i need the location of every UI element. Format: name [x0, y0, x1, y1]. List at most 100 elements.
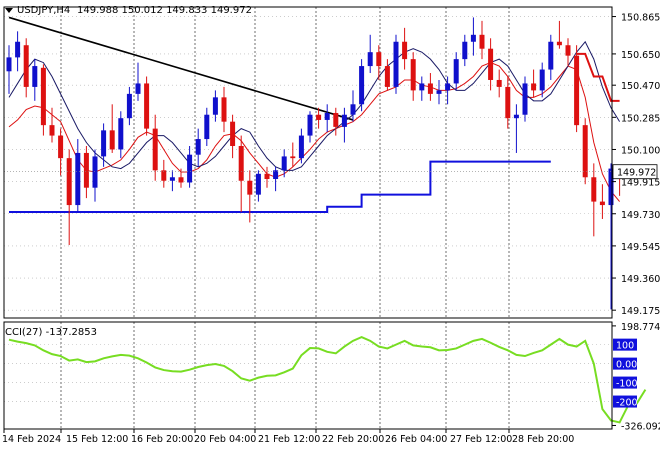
- candle: [384, 59, 390, 91]
- candle: [341, 107, 347, 143]
- candle: [75, 139, 81, 213]
- candle-body: [92, 156, 98, 188]
- candle-body: [522, 83, 528, 115]
- candle: [488, 38, 494, 91]
- cci-level-label: -100: [616, 379, 638, 390]
- candle-body: [591, 177, 597, 202]
- candle-body: [496, 79, 502, 87]
- candle: [591, 163, 597, 237]
- candle-body: [135, 83, 141, 94]
- candle-body: [247, 180, 253, 195]
- candle-body: [488, 48, 494, 80]
- candle: [402, 27, 408, 70]
- time-axis-label: 20 Feb 04:00: [194, 434, 256, 445]
- candle: [410, 52, 416, 101]
- candle: [333, 107, 339, 136]
- cci-level-label: 100: [616, 341, 634, 352]
- cci-level-tag: [613, 376, 637, 389]
- time-axis-label: 26 Feb 04:00: [385, 434, 447, 445]
- cci-level-tag: [613, 357, 637, 370]
- cci-level-tag: [613, 338, 637, 351]
- candle: [221, 86, 227, 133]
- candle: [582, 118, 588, 185]
- candle: [479, 20, 485, 60]
- candle: [247, 170, 253, 223]
- candle-body: [539, 69, 545, 91]
- price-axis-label: 149.360: [621, 274, 660, 285]
- candle: [359, 59, 365, 112]
- support-step-line: [9, 160, 551, 214]
- cci-axis-label: 198.7743: [621, 322, 660, 333]
- candle-body: [574, 55, 580, 126]
- candle-body: [178, 177, 184, 183]
- candle-body: [152, 128, 158, 171]
- cci-level-label: 0.00: [616, 360, 637, 371]
- chart-frame: 150.865 150.650 150.470 150.285 150.100 149.9…: [2, 6, 660, 445]
- candle: [212, 90, 218, 122]
- candle-body: [384, 66, 390, 87]
- candle-body: [101, 130, 107, 157]
- candle-body: [23, 45, 29, 87]
- candle-body: [402, 41, 408, 60]
- candle-body: [359, 66, 365, 105]
- candle-body: [333, 112, 339, 127]
- ohlc-label: 149.988 150.012 149.833 149.972: [77, 5, 252, 16]
- candle-body: [427, 83, 433, 94]
- current-price-tag: [612, 164, 658, 180]
- price-pane-border: [3, 6, 613, 319]
- candle-body: [255, 173, 261, 195]
- candle: [118, 111, 124, 159]
- candle: [350, 90, 356, 122]
- collapse-triangle-icon[interactable]: [5, 8, 13, 13]
- candle-body: [479, 34, 485, 49]
- candle: [144, 76, 150, 136]
- candle: [264, 166, 270, 188]
- cci-pane: [4, 322, 647, 429]
- candle-body: [195, 139, 201, 155]
- candle-body: [608, 168, 614, 206]
- candle-body: [15, 41, 21, 58]
- candle: [599, 184, 605, 219]
- price-axis-label: 149.915: [621, 178, 660, 189]
- candle-body: [462, 41, 468, 60]
- candle-body: [341, 114, 347, 127]
- candle: [230, 114, 236, 159]
- time-axis-label: 21 Feb 12:00: [258, 434, 320, 445]
- candle: [462, 34, 468, 67]
- cci-axis-label: -326.0929: [621, 421, 660, 432]
- candle: [453, 52, 459, 91]
- candle-body: [565, 45, 571, 56]
- candle: [393, 34, 399, 94]
- candle-body: [324, 112, 330, 120]
- candle: [204, 107, 210, 146]
- time-axis-label: 16 Feb 20:00: [131, 434, 193, 445]
- candle-body: [316, 114, 322, 120]
- candle: [238, 135, 244, 213]
- candle-body: [548, 41, 554, 70]
- candle-body: [40, 67, 46, 126]
- candle: [126, 86, 132, 126]
- candle: [101, 123, 107, 167]
- chart-headers: USDJPY,H4 149.988 150.012 149.833 149.97…: [5, 5, 252, 338]
- price-axis-label: 150.100: [621, 145, 660, 156]
- candle: [281, 149, 287, 178]
- candle-body: [556, 41, 562, 46]
- candle-body: [599, 201, 605, 206]
- candle-body: [6, 57, 12, 72]
- candle: [32, 59, 38, 101]
- candle: [436, 79, 442, 105]
- candle: [161, 159, 167, 188]
- candle: [419, 76, 425, 101]
- candle-body: [83, 152, 89, 188]
- candle: [49, 107, 55, 143]
- cci-level-tag: [613, 395, 637, 408]
- candle-body: [212, 97, 218, 115]
- candle-body: [290, 156, 296, 159]
- candle-body: [273, 170, 279, 180]
- candle: [565, 38, 571, 67]
- candle-body: [445, 83, 451, 91]
- candle: [574, 45, 580, 133]
- candle: [608, 163, 614, 310]
- price-axis-label: 150.285: [621, 113, 660, 124]
- symbol-label: USDJPY,H4: [17, 5, 70, 16]
